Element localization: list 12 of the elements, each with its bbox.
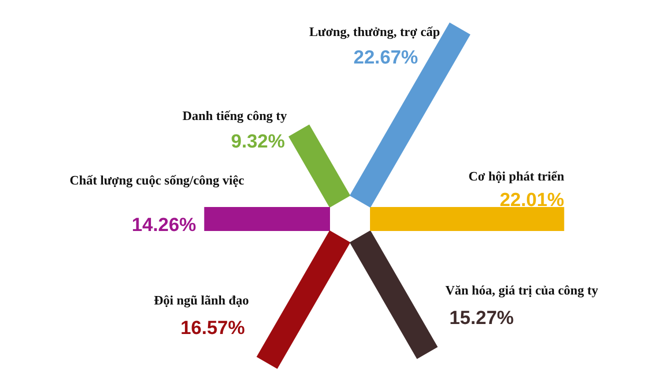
category-label: Văn hóa, giá trị của công ty <box>445 282 599 298</box>
data-label: 22.67% <box>354 48 418 69</box>
data-label: 16.57% <box>180 318 245 340</box>
category-label: Danh tiếng công ty <box>182 108 288 123</box>
category-label: Lương, thưởng, trợ cấp <box>309 24 440 39</box>
data-label: 22.01% <box>500 190 564 212</box>
data-label: 14.26% <box>132 215 196 236</box>
data-label: 15.27% <box>449 308 514 330</box>
category-label: Cơ hội phát triển <box>468 168 565 184</box>
category-label: Chất lượng cuộc sống/công việc <box>70 172 244 188</box>
data-label: 9.32% <box>231 132 285 153</box>
category-label: Đội ngũ lãnh đạo <box>154 292 249 308</box>
